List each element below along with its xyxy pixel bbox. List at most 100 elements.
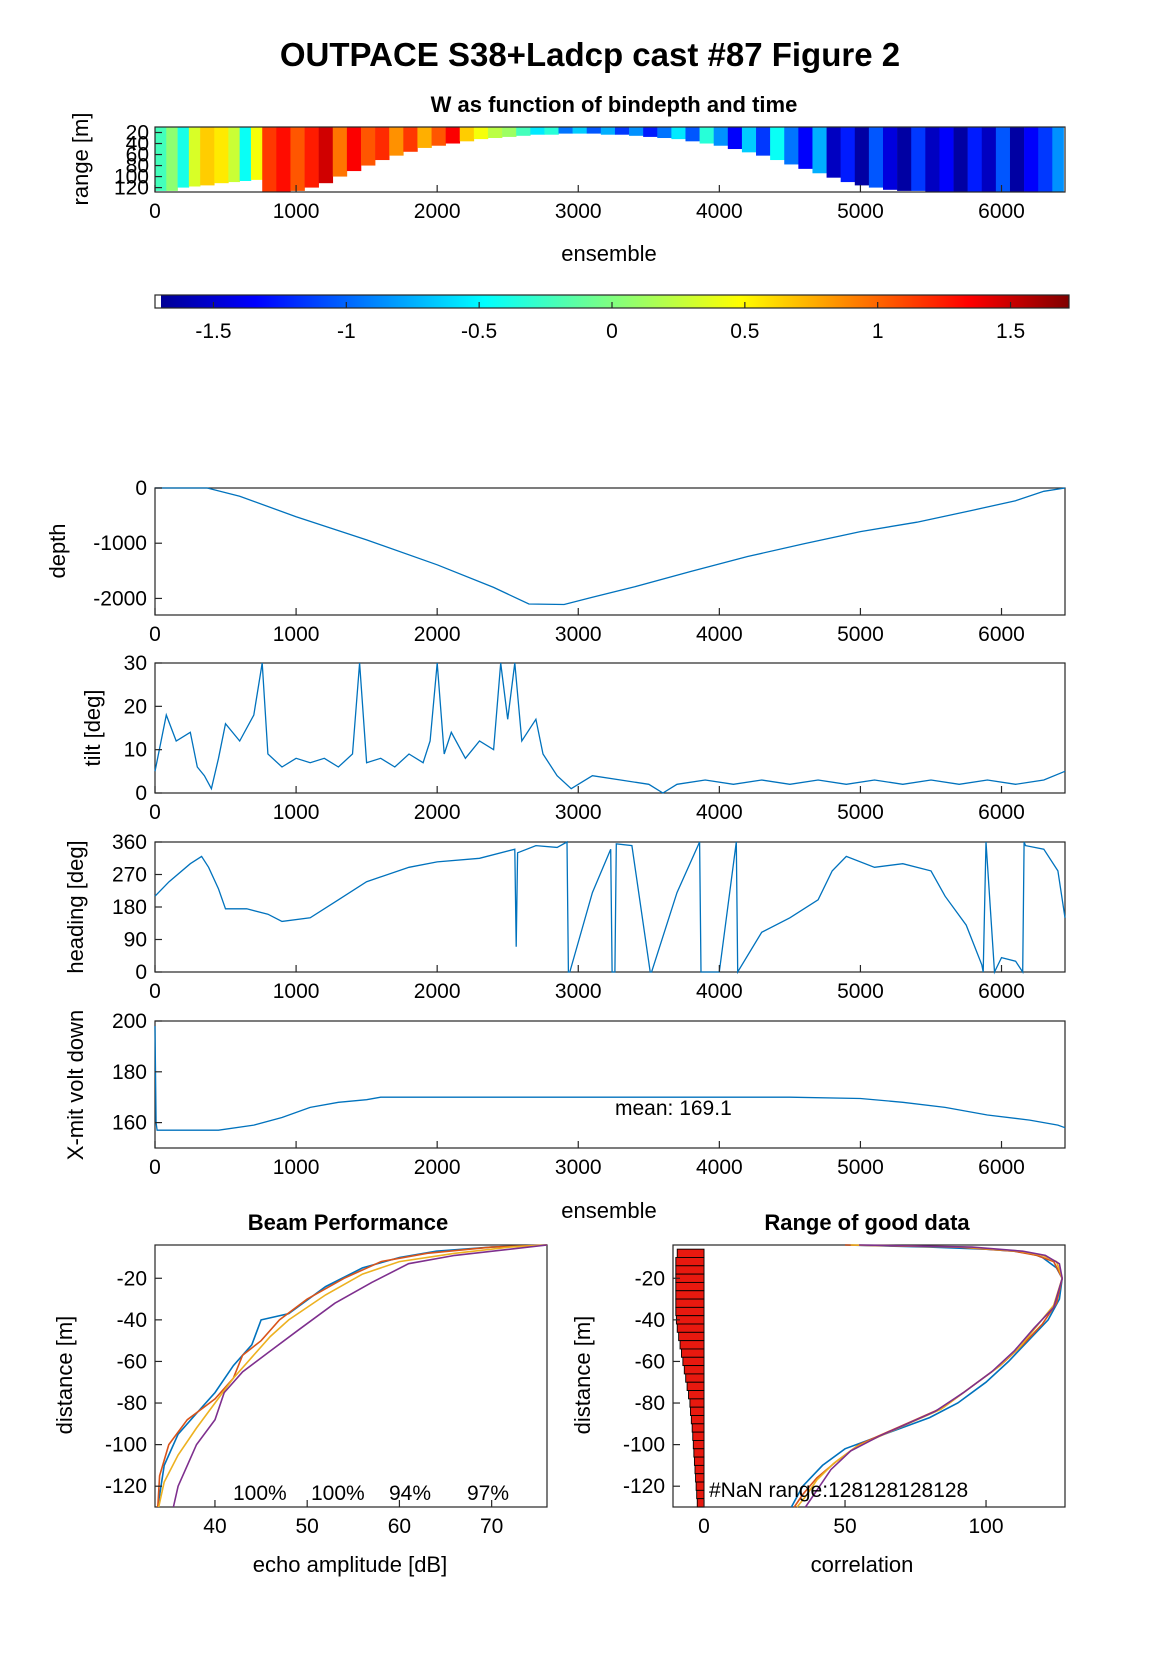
w-image-column <box>812 127 827 174</box>
heading-panel: 0 1000 2000 3000 4000 5000 6000 0 90 180 270 360 he… <box>63 831 1066 1003</box>
xmit-xtick-label: 2000 <box>414 1156 461 1179</box>
w-image-column <box>473 127 489 140</box>
w-image-column <box>897 127 912 191</box>
w-image-column <box>304 127 319 188</box>
colorbar-ticks: -1.5 -1 -0.5 0 0.5 1 1.5 <box>195 302 1025 343</box>
w-image-column <box>389 127 404 156</box>
goodrange-bar <box>675 1273 705 1283</box>
heading-xtick-label: 5000 <box>837 980 884 1003</box>
colorbar-tick-label: 1 <box>872 320 884 343</box>
w-image-column <box>262 127 277 192</box>
w-image-column <box>995 127 1011 192</box>
w-image-column <box>200 127 215 186</box>
w-image-column <box>487 127 503 139</box>
w-image-column <box>727 127 743 150</box>
goodrange-bar <box>694 1464 705 1475</box>
w-image-xtick-label: 0 <box>149 200 161 223</box>
beam-series-2 <box>157 1244 548 1508</box>
goodrange-ytick-label: -60 <box>635 1350 665 1373</box>
w-image-xtick-label: 5000 <box>837 200 884 223</box>
beam-ytick-label: -40 <box>117 1309 147 1332</box>
goodrange-bar <box>693 1456 705 1466</box>
w-image-column <box>431 127 446 146</box>
beam-xtick-label: 40 <box>203 1515 226 1538</box>
goodrange-bar <box>689 1398 705 1408</box>
goodrange-bar <box>675 1281 705 1292</box>
w-image-column <box>1052 127 1064 192</box>
goodrange-bar <box>683 1365 705 1375</box>
w-image-column <box>459 127 475 142</box>
colorbar-tick-label: 0 <box>606 320 618 343</box>
w-image-column <box>166 127 178 191</box>
w-image-xtick-label: 4000 <box>696 200 743 223</box>
tilt-ytick-label: 10 <box>124 739 147 762</box>
goodrange-bar <box>682 1356 705 1367</box>
w-image-column <box>544 127 559 135</box>
heading-xtick-label: 2000 <box>414 980 461 1003</box>
tilt-xtick-label: 1000 <box>273 801 320 824</box>
xmit-xtick-label: 4000 <box>696 1156 743 1179</box>
w-image-ytick-label: 20 <box>126 122 149 145</box>
w-image-column <box>360 127 376 166</box>
goodrange-bar <box>690 1406 705 1416</box>
beam-panel: Beam Performance 40 50 60 70 -20 -40 -60 -80 -10… <box>52 1210 548 1577</box>
w-image-ytick-label: 120 <box>114 177 149 200</box>
w-image-xtick-label: 1000 <box>273 200 320 223</box>
w-image-column <box>770 127 785 161</box>
xmit-ylabel: X-mit volt down <box>63 1010 88 1160</box>
goodrange-bar <box>676 1248 705 1258</box>
goodrange-xtick-label: 50 <box>833 1515 856 1538</box>
beam-ytick-label: -100 <box>105 1434 147 1457</box>
w-image-column <box>868 127 884 188</box>
goodrange-plot: 0 50 100 -20 -40 -60 -80 -100 -120 <box>623 1244 1064 1538</box>
colorbar: -1.5 -1 -0.5 0 0.5 1 1.5 <box>154 294 1070 343</box>
depth-series-line <box>155 487 1066 606</box>
heading-xtick-label: 6000 <box>978 980 1025 1003</box>
goodrange-bar <box>675 1298 705 1308</box>
w-image-column <box>911 127 926 191</box>
goodrange-title: Range of good data <box>764 1210 970 1235</box>
tilt-axes-box <box>154 662 1066 794</box>
goodrange-bar <box>693 1448 705 1458</box>
tilt-xtick-label: 3000 <box>555 801 602 824</box>
colorbar-gradient <box>155 295 1069 308</box>
beam-pct-1: 100% <box>233 1482 287 1505</box>
goodrange-bar <box>691 1423 705 1433</box>
w-image-xtick-label: 3000 <box>555 200 602 223</box>
goodrange-bar <box>675 1315 705 1325</box>
xmit-axes-box <box>154 1020 1066 1149</box>
beam-plot: 40 50 60 70 -20 -40 -60 -80 -100 -120 <box>105 1244 548 1538</box>
xmit-xtick-label: 1000 <box>273 1156 320 1179</box>
heading-xtick-label: 1000 <box>273 980 320 1003</box>
w-image-column <box>883 127 898 190</box>
w-image-column <box>290 127 305 191</box>
w-image-column <box>375 127 390 161</box>
w-image-column <box>1038 127 1053 192</box>
xmit-ytick-label: 200 <box>112 1010 147 1033</box>
w-image-column <box>629 127 644 136</box>
colorbar-tick-label: -0.5 <box>461 320 497 343</box>
depth-ylabel: depth <box>45 523 70 578</box>
tilt-ytick-label: 0 <box>135 782 147 805</box>
goodrange-bar <box>675 1290 705 1300</box>
beam-xtick-label: 50 <box>296 1515 319 1538</box>
depth-ytick-label: 0 <box>135 477 147 500</box>
w-image-column <box>657 127 672 139</box>
beam-pct-4: 97% <box>467 1482 509 1505</box>
w-image-column <box>332 127 348 177</box>
tilt-panel: 0 1000 2000 3000 4000 5000 6000 0 10 20 30 tilt [d… <box>80 652 1066 824</box>
w-image-xlabel: ensemble <box>561 241 656 266</box>
w-image-column <box>1024 127 1039 192</box>
heading-axes-box <box>154 841 1066 973</box>
w-image-ytick-label: 80 <box>126 155 149 178</box>
beam-axes-box <box>154 1244 548 1508</box>
xmit-ytick-label: 160 <box>112 1112 147 1135</box>
xmit-xtick-label: 0 <box>149 1156 161 1179</box>
beam-ytick-label: -80 <box>117 1392 147 1415</box>
w-image-column <box>784 127 799 165</box>
w-image-ylabel: range [m] <box>68 113 93 206</box>
xmit-plot: 0 1000 2000 3000 4000 5000 6000 160 180 200 <box>112 1010 1066 1179</box>
depth-ytick-label: -2000 <box>93 587 147 610</box>
goodrange-bar <box>696 1498 705 1508</box>
